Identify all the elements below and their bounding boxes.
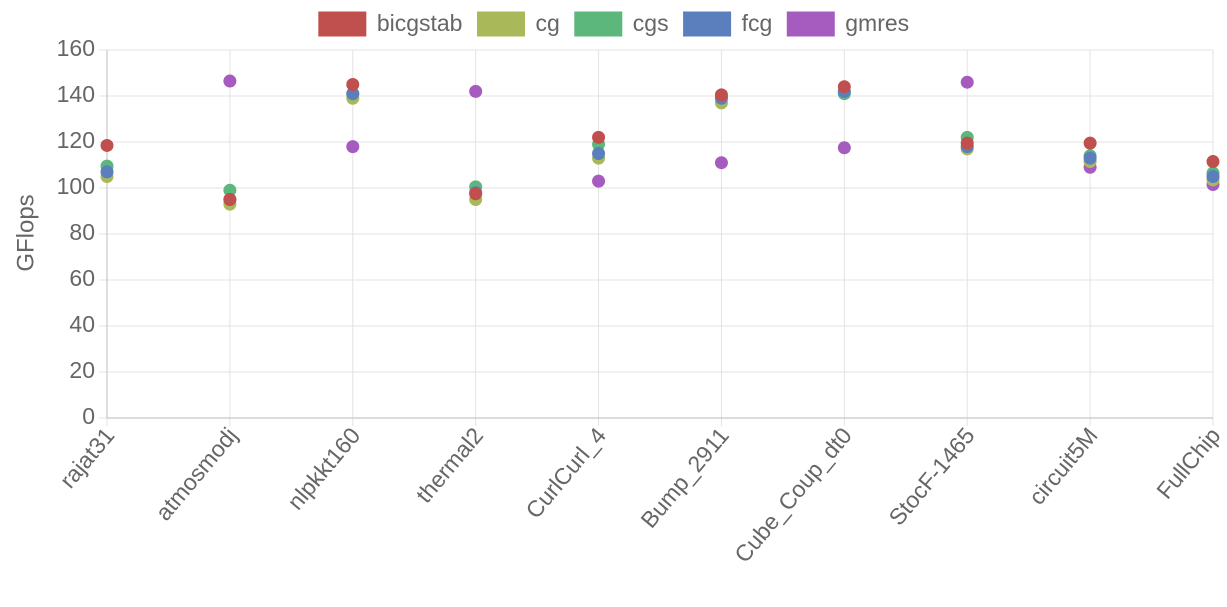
point-bicgstab-StocF-1465 [960,136,974,150]
x-tick-label: circuit5M [1024,422,1103,509]
x-tick-label: Cube_Coup_dt0 [729,422,857,567]
grid [99,49,1214,426]
legend-label: cg [535,10,559,36]
point-bicgstab-rajat31 [100,138,114,152]
legend-label: cgs [633,10,669,36]
point-gmres-atmosmodj [223,74,237,88]
y-tick-label: 60 [69,265,95,291]
y-tick-label: 0 [82,403,95,429]
y-tick-label: 140 [57,81,95,107]
point-bicgstab-atmosmodj [223,193,237,206]
legend-swatch [317,10,368,38]
point-gmres-nlpkkt160 [346,140,360,154]
point-bicgstab-thermal2 [469,187,483,201]
point-gmres-thermal2 [469,84,483,98]
x-tick-label: CurlCurl_4 [520,422,611,523]
legend-label: bicgstab [377,10,463,36]
x-tick-label: FullChip [1151,422,1225,503]
legend-item-cgs[interactable]: cgs [573,10,669,38]
y-axis-title: GFlops [12,194,39,271]
data-points [100,74,1220,211]
y-tick-label: 20 [69,357,95,383]
legend-item-cg[interactable]: cg [475,10,560,38]
y-tick-label: 40 [69,311,95,337]
point-gmres-Cube_Coup_dt0 [837,141,851,155]
legend-item-gmres[interactable]: gmres [785,10,909,38]
point-gmres-CurlCurl_4 [592,174,606,188]
x-tick-label: thermal2 [411,422,488,507]
x-tick-label: nlpkkt160 [282,422,365,514]
point-bicgstab-Bump_2911 [714,88,728,102]
point-bicgstab-nlpkkt160 [346,78,360,91]
point-gmres-Bump_2911 [714,156,728,170]
point-bicgstab-circuit5M [1083,136,1097,150]
y-tick-label: 100 [57,173,95,199]
x-tick-label: Bump_2911 [635,422,734,532]
y-tick-label: 160 [57,35,95,61]
point-fcg-rajat31 [100,165,114,179]
point-fcg-circuit5M [1083,151,1097,165]
x-tick-label: StocF-1465 [883,422,979,530]
legend-swatch [682,10,733,38]
point-fcg-FullChip [1206,170,1220,183]
legend-swatch [475,10,526,38]
legend-item-bicgstab[interactable]: bicgstab [317,10,463,38]
point-bicgstab-Cube_Coup_dt0 [837,80,851,94]
legend-swatch [573,10,624,38]
point-bicgstab-CurlCurl_4 [592,130,606,144]
y-tick-label: 80 [69,219,95,245]
legend-label: fcg [742,10,773,36]
point-fcg-CurlCurl_4 [592,147,606,160]
x-tick-label: atmosmodj [150,422,242,525]
point-gmres-StocF-1465 [960,75,974,89]
x-tick-label: rajat31 [54,422,119,493]
point-bicgstab-FullChip [1206,155,1220,169]
legend: bicgstab cg cgs fcg gmres [317,10,909,38]
legend-label: gmres [845,10,909,36]
legend-swatch [785,10,836,38]
legend-item-fcg[interactable]: fcg [682,10,773,38]
y-tick-label: 120 [57,127,95,153]
